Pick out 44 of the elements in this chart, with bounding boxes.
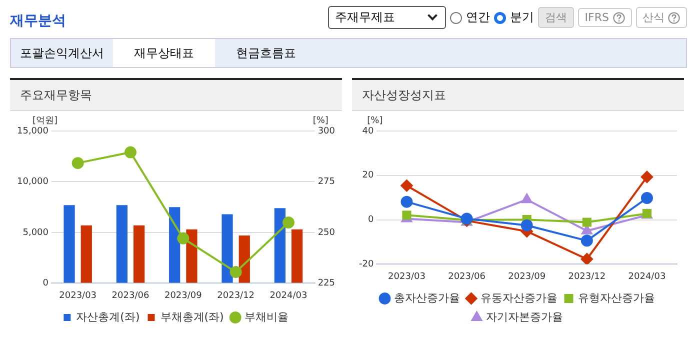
x-tick-label: 2024/03 — [628, 272, 666, 282]
y-tick-label: 40 — [362, 126, 374, 136]
y2-tick-label: 250 — [318, 228, 336, 238]
x-tick-label: 2023/03 — [59, 290, 97, 301]
y-axis-title: [%] — [367, 116, 383, 126]
x-tick-label: 2023/12 — [568, 272, 606, 282]
x-tick-label: 2023/09 — [164, 290, 202, 301]
y2-tick-label: 300 — [318, 126, 336, 136]
x-tick-label: 2024/03 — [270, 290, 308, 301]
y-tick-label: 0 — [42, 278, 49, 289]
y2-tick-label: 275 — [318, 177, 336, 188]
legend-label: 유형자산증가율 — [578, 291, 655, 304]
legend-label: 자기자본증가율 — [486, 310, 563, 324]
text: 주재무제표 — [334, 9, 395, 26]
text: 포괄손익계산서 — [19, 45, 105, 62]
text: 분기 — [510, 9, 534, 26]
y-tick-label: -20 — [358, 260, 374, 270]
y-tick-label: 5,000 — [22, 228, 49, 238]
y2-tick-label: 225 — [318, 278, 336, 289]
y-tick-label: 10,000 — [16, 177, 49, 188]
y-tick-label: 0 — [368, 215, 374, 226]
y-tick-label: 20 — [362, 170, 374, 181]
text: 재무분석 — [10, 12, 66, 30]
legend-label: 부채비율 — [244, 310, 288, 324]
text: 현금흐름표 — [235, 45, 297, 62]
x-tick-label: 2023/03 — [388, 272, 426, 282]
x-tick-label: 2023/06 — [448, 272, 486, 282]
text: IFRS — [578, 8, 632, 27]
legend-label: 총자산증가율 — [394, 291, 460, 304]
chart-title: 주요재무항목 — [10, 78, 342, 111]
y2-axis-title: [%] — [312, 116, 328, 126]
text: 산식 — [636, 7, 687, 28]
x-tick-label: 2023/12 — [217, 290, 255, 301]
legend-label: 부채총계(좌) — [160, 310, 224, 324]
x-tick-label: 2023/06 — [112, 290, 150, 301]
x-tick-label: 2023/09 — [508, 272, 546, 282]
legend-label: 자산총계(좌) — [76, 310, 140, 324]
chart-title: 자산성장성지표 — [352, 78, 684, 111]
y-axis-title: [억원] — [32, 116, 58, 126]
y-tick-label: 15,000 — [16, 126, 49, 136]
text: 재무상태표 — [113, 39, 215, 67]
text: 검색 — [538, 7, 574, 28]
legend-label: 유동자산증가율 — [480, 291, 558, 304]
text: 연간 — [466, 9, 490, 26]
